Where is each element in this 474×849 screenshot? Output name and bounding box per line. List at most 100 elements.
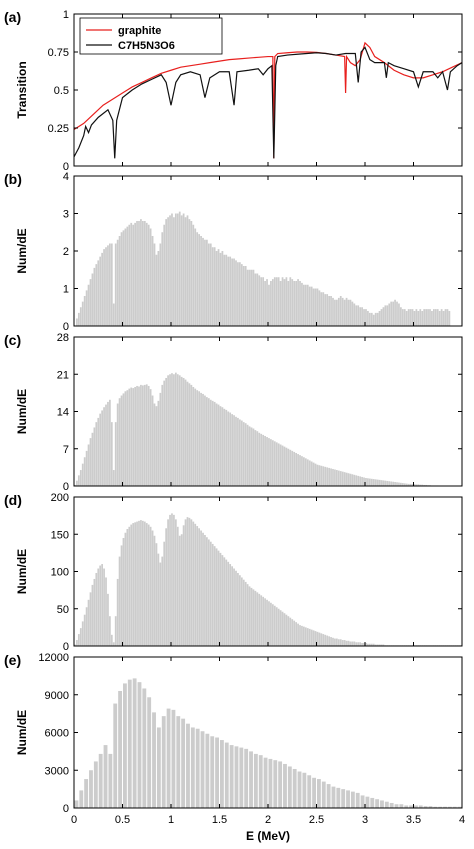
bar [157,553,160,646]
bar [145,384,148,486]
bar [376,644,379,646]
bar [367,478,369,486]
bar [246,584,249,646]
bar [252,428,255,486]
panel-a: 0 0.25 0.5 0.75 1 Transition (a) graphite C7H5N3… [4,9,463,173]
bar [308,628,311,646]
bar [380,644,383,646]
bar [312,462,315,486]
bar [200,530,202,646]
bar [190,221,193,326]
bar [320,465,323,486]
bar [337,639,340,646]
bar [89,438,92,486]
bar [215,548,218,646]
bar [390,481,393,486]
bar [447,806,452,808]
bar [235,570,237,646]
bar [322,634,325,646]
bar [190,727,195,808]
bar [339,639,342,646]
x-tick-label: 0 [71,814,77,826]
bar [174,372,177,486]
bar [176,374,179,486]
bar [110,243,113,326]
y-tick-label: 200 [51,492,69,504]
bar [326,784,331,808]
bar [314,631,317,646]
bar [207,539,210,646]
bar [220,740,224,808]
bar [306,459,309,486]
bar [427,309,429,326]
bar [126,226,129,326]
bar [386,305,389,326]
bar [136,221,138,326]
bar [182,525,185,646]
bar [77,475,80,486]
bar [219,406,222,486]
bar [237,572,239,646]
bar [405,483,408,486]
bar [301,282,303,326]
bar [204,395,206,486]
bar [359,642,362,646]
bar [283,763,287,808]
bar [221,555,224,646]
bar [192,224,195,326]
bar [169,514,171,646]
y-tick-label: 0 [63,161,69,173]
bar [184,379,187,486]
bar [112,470,115,486]
bar [418,805,423,808]
bar [83,296,86,326]
bar [122,230,125,326]
bar [317,779,321,808]
bar [155,406,158,486]
series-line-c7h5n3o6 [74,46,462,159]
bar [140,219,142,326]
bar [213,401,216,486]
bar [204,239,206,326]
bar [386,480,389,486]
bar [433,309,435,326]
bar [316,464,319,486]
bar [151,395,154,486]
bar [89,592,92,646]
bar [138,386,140,486]
bar [332,297,334,326]
bar [103,568,105,646]
bar [98,753,103,808]
bar [372,479,375,486]
bar [359,476,362,486]
bar [231,566,233,646]
bar [299,625,301,646]
panel-c: 0 7 14 21 28 Num/dE (c) [4,332,463,493]
bar [171,213,173,326]
bar [221,251,224,326]
bar [217,404,220,486]
bar [281,277,284,326]
bar [120,395,123,486]
y-tick-label: 3 [63,209,69,221]
bar [277,443,280,486]
bar [105,404,107,486]
bar [209,399,212,486]
bar [370,797,375,808]
bar [310,461,313,486]
bar [205,733,210,808]
bar [209,541,212,646]
bar [423,806,428,808]
series-line-graphite [74,41,462,159]
bar [128,224,131,326]
bar [224,742,229,808]
bar [186,381,189,486]
bar [283,613,286,646]
bar [417,484,420,486]
bar [207,398,210,486]
bar [242,266,245,326]
bar [374,479,377,486]
bar [223,254,226,326]
data-layer [74,678,462,808]
